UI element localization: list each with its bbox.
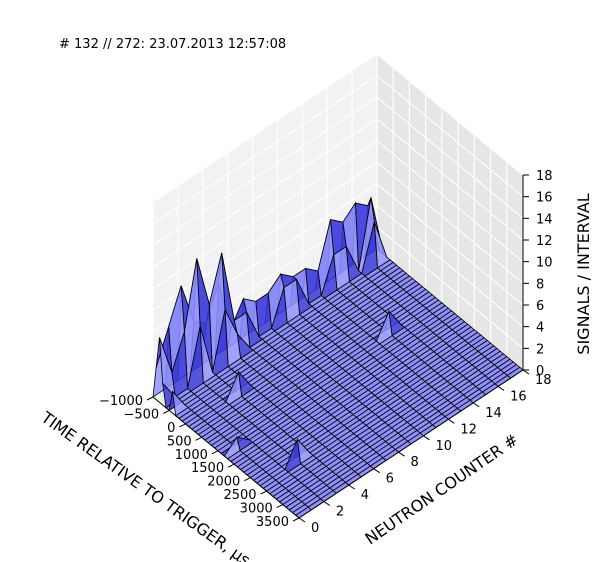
z-tick-label: 16 — [536, 191, 553, 206]
x-tick-mark — [260, 490, 267, 495]
surface-mesh — [152, 196, 524, 519]
z-tick-label: 2 — [536, 342, 544, 357]
z-tick-label: 0 — [536, 364, 544, 379]
z-axis-label: SIGNALS / INTERVAL — [574, 193, 593, 355]
x-tick-mark — [227, 463, 235, 468]
y-tick-label: 10 — [435, 439, 452, 454]
axes-lines — [152, 175, 524, 519]
x-tick-label: 3000 — [240, 502, 273, 517]
y-tick-mark — [423, 435, 430, 441]
y-tick-label: 4 — [361, 488, 369, 503]
x-tick-mark — [211, 450, 219, 455]
gridline-z — [152, 161, 524, 311]
back-pane — [377, 54, 523, 370]
y-tick-mark — [398, 451, 405, 457]
x-tick-mark — [179, 423, 186, 428]
chart-title: # 132 // 272: 23.07.2013 12:57:08 — [59, 37, 286, 52]
gridline-z — [152, 53, 524, 203]
gridline-z — [152, 183, 524, 333]
z-tick-label: 6 — [536, 299, 544, 314]
y-tick-label: 6 — [386, 472, 394, 487]
y-tick-mark — [323, 501, 331, 506]
y-tick-label: 2 — [336, 505, 344, 520]
z-tick-label: 14 — [536, 212, 553, 227]
x-tick-label: 0 — [167, 421, 175, 436]
y-tick-mark — [448, 418, 455, 424]
z-tick-label: 4 — [536, 321, 544, 336]
z-tick-label: 10 — [536, 256, 553, 271]
y-tick-mark — [522, 369, 530, 375]
z-tick-label: 12 — [536, 234, 553, 249]
y-tick-mark — [348, 484, 356, 490]
y-tick-label: 0 — [311, 521, 319, 536]
x-tick-label: −1000 — [99, 394, 143, 409]
x-tick-label: 2000 — [207, 475, 240, 490]
y-tick-mark — [298, 517, 306, 523]
gridline-z — [152, 118, 524, 268]
x-tick-label: 2500 — [223, 488, 256, 503]
x-axis-line — [152, 396, 300, 519]
gridline-z — [152, 74, 524, 225]
x-tick-label: 1000 — [175, 448, 208, 463]
x-tick-label: −500 — [124, 407, 160, 422]
y-tick-mark — [472, 402, 480, 408]
x-tick-mark — [195, 436, 202, 441]
x-tick-mark — [276, 504, 284, 509]
y-tick-label: 18 — [535, 373, 552, 388]
z-tick-label: 18 — [536, 169, 553, 184]
z-tick-label: 8 — [536, 277, 544, 292]
x-tick-label: 1500 — [191, 461, 224, 476]
y-tick-label: 14 — [485, 406, 502, 421]
x-tick-mark — [146, 396, 154, 401]
x-tick-label: 500 — [167, 434, 192, 449]
x-tick-mark — [244, 477, 251, 482]
y-tick-label: 16 — [510, 389, 527, 404]
y-tick-label: 8 — [411, 455, 419, 470]
gridline-z — [152, 96, 524, 246]
y-tick-label: 12 — [460, 422, 477, 437]
x-tick-mark — [162, 409, 170, 414]
y-tick-mark — [373, 468, 380, 474]
x-tick-label: 3500 — [256, 515, 289, 530]
y-axis-line — [298, 369, 524, 519]
y-tick-mark — [497, 386, 505, 391]
gridline-z — [152, 139, 524, 290]
x-tick-mark — [292, 517, 300, 522]
